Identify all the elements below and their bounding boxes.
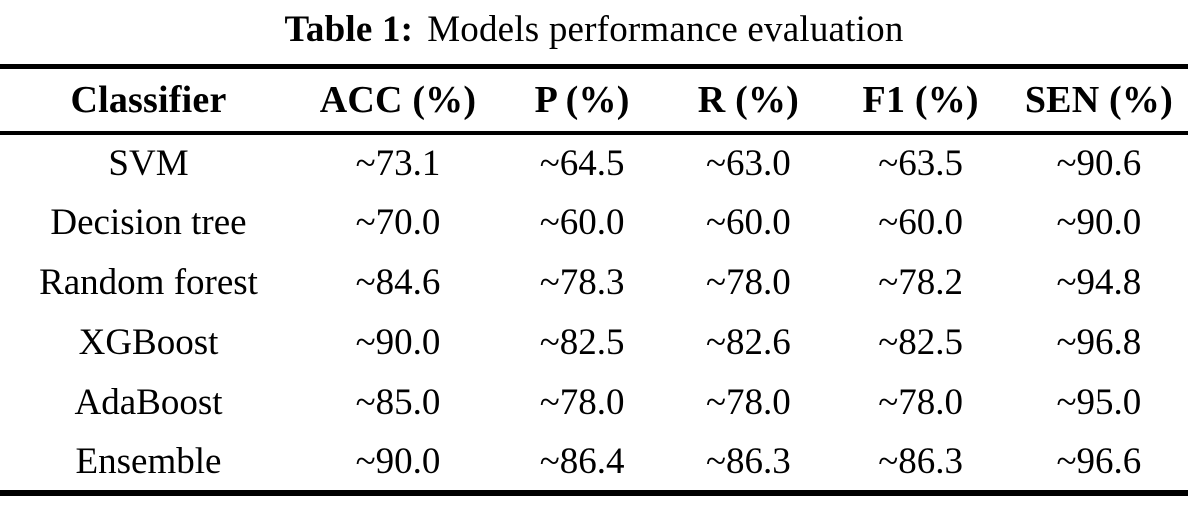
cell-sen: ~96.8 [1056, 322, 1142, 363]
table-caption-label: Table 1: [284, 9, 414, 50]
cell-acc: ~84.6 [355, 262, 441, 303]
cell-classifier: AdaBoost [74, 382, 223, 423]
table-caption-text: Models performance evaluation [427, 9, 904, 50]
table-row: Ensemble ~90.0 ~86.4 ~86.3 ~86.3 ~96.6 [0, 433, 1188, 493]
cell-f1: ~86.3 [878, 440, 964, 482]
cell-classifier: Random forest [39, 262, 258, 303]
cell-p: ~82.5 [539, 322, 625, 363]
header-row: Classifier ACC (%) P (%) R (%) F1 (%) SE… [0, 66, 1188, 135]
table-body: SVM ~73.1 ~64.5 ~63.0 ~63.5 ~90.6 Decisi… [0, 133, 1188, 493]
cell-classifier: SVM [108, 143, 189, 184]
cell-sen: ~94.8 [1056, 262, 1142, 303]
cell-p: ~60.0 [539, 202, 625, 243]
cell-f1: ~78.0 [878, 382, 964, 423]
table-header: Classifier ACC (%) P (%) R (%) F1 (%) SE… [0, 66, 1188, 135]
cell-f1: ~63.5 [878, 143, 964, 184]
cell-p: ~78.0 [539, 382, 625, 423]
table-caption: Table 1: Models performance evaluation [0, 0, 1188, 64]
cell-sen: ~95.0 [1056, 382, 1142, 423]
table-row: XGBoost ~90.0 ~82.5 ~82.6 ~82.5 ~96.8 [0, 313, 1188, 373]
table-row: Random forest ~84.6 ~78.3 ~78.0 ~78.2 ~9… [0, 253, 1188, 313]
column-header-sen: SEN (%) [1009, 66, 1188, 135]
column-header-r: R (%) [665, 66, 832, 135]
cell-r: ~86.3 [706, 440, 791, 482]
cell-r: ~60.0 [706, 202, 791, 243]
cell-f1: ~82.5 [878, 322, 964, 363]
cell-acc: ~85.0 [355, 382, 441, 423]
cell-acc: ~90.0 [355, 440, 441, 482]
cell-classifier: Decision tree [50, 202, 247, 243]
cell-r: ~78.0 [706, 382, 791, 423]
cell-f1: ~78.2 [878, 262, 964, 303]
cell-r: ~63.0 [706, 143, 791, 184]
column-header-classifier: Classifier [0, 66, 297, 135]
cell-sen: ~90.0 [1056, 202, 1142, 243]
table-row: SVM ~73.1 ~64.5 ~63.0 ~63.5 ~90.6 [0, 133, 1188, 193]
column-header-p: P (%) [498, 66, 666, 135]
cell-acc: ~90.0 [355, 322, 441, 363]
cell-classifier: Ensemble [75, 440, 222, 482]
cell-sen: ~90.6 [1056, 143, 1142, 184]
table-row: AdaBoost ~85.0 ~78.0 ~78.0 ~78.0 ~95.0 [0, 373, 1188, 433]
cell-p: ~86.4 [539, 440, 625, 482]
cell-p: ~64.5 [539, 143, 625, 184]
cell-sen: ~96.6 [1056, 440, 1142, 482]
column-header-acc: ACC (%) [297, 66, 499, 135]
cell-classifier: XGBoost [78, 322, 219, 363]
cell-acc: ~70.0 [355, 202, 441, 243]
column-header-f1: F1 (%) [831, 66, 1010, 135]
cell-p: ~78.3 [539, 262, 625, 303]
cell-f1: ~60.0 [878, 202, 964, 243]
performance-table: Classifier ACC (%) P (%) R (%) F1 (%) SE… [0, 64, 1188, 496]
cell-r: ~82.6 [706, 322, 791, 363]
table-row: Decision tree ~70.0 ~60.0 ~60.0 ~60.0 ~9… [0, 193, 1188, 253]
cell-r: ~78.0 [706, 262, 791, 303]
cell-acc: ~73.1 [355, 143, 441, 184]
